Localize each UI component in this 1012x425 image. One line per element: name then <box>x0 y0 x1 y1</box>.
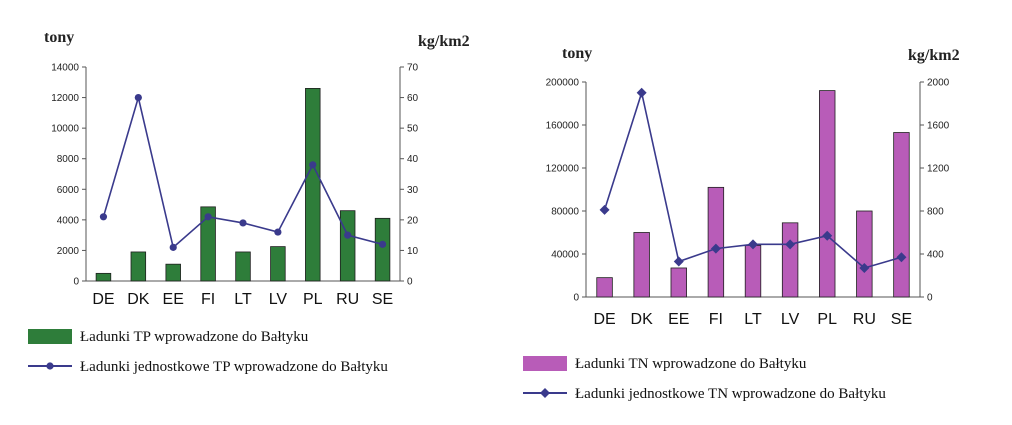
chart2-left-tick-label: 120000 <box>546 164 580 175</box>
chart2-category-label: DE <box>593 311 615 328</box>
chart2-bar <box>893 132 910 298</box>
chart2-bar <box>670 267 687 298</box>
chart1-bar <box>165 263 181 282</box>
chart1-bar <box>95 272 112 282</box>
chart2-left-tick-label: 0 <box>573 293 579 304</box>
chart2-category-label: FI <box>709 311 723 328</box>
chart1-line-point <box>204 213 212 221</box>
chart1-category-label: DE <box>92 291 114 308</box>
chart1-line-point <box>274 228 282 236</box>
chart1-left-unit-label: tony <box>44 29 74 46</box>
chart2-line-point <box>748 239 758 250</box>
chart2-bar <box>819 90 836 298</box>
chart1-legend-line-label: Ładunki jednostkowe TP wprowadzone do Ba… <box>80 359 388 375</box>
chart1-category-label: RU <box>336 291 359 308</box>
chart1-right-tick-label: 70 <box>407 63 419 74</box>
chart2-bar <box>856 210 873 298</box>
chart1-line-point <box>239 219 247 227</box>
chart2-left-tick-label: 40000 <box>551 250 579 261</box>
chart1-line-point <box>309 161 317 169</box>
chart1-bar <box>235 251 251 282</box>
chart1-right-tick-label: 20 <box>407 215 419 226</box>
chart1-left-tick-label: 10000 <box>51 124 79 135</box>
chart2-right-tick-label: 400 <box>927 250 944 261</box>
chart1-left-tick-label: 0 <box>73 277 79 288</box>
chart1-right-tick-label: 60 <box>407 93 419 104</box>
chart1-bar <box>305 88 321 282</box>
chart2-bar <box>596 277 613 298</box>
chart1-left-tick-label: 12000 <box>51 93 79 104</box>
chart2-category-label: SE <box>891 311 912 328</box>
chart2-category-label: EE <box>668 311 689 328</box>
chart2-right-tick-label: 1200 <box>927 164 950 175</box>
chart2-right-unit-label: kg/km2 <box>908 47 960 64</box>
chart2-bar <box>781 222 799 298</box>
chart1-right-tick-label: 50 <box>407 124 419 135</box>
chart1-category-label: EE <box>163 291 184 308</box>
chart1-right-tick-label: 10 <box>407 246 419 257</box>
chart2-right-tick-label: 1600 <box>927 121 950 132</box>
chart2-line-point <box>785 239 796 250</box>
chart1-right-unit-label: kg/km2 <box>418 33 470 50</box>
chart2-line-point <box>896 252 907 263</box>
chart1-right-tick-label: 40 <box>407 154 419 165</box>
chart1-left-tick-label: 2000 <box>57 246 80 257</box>
chart2-left-tick-label: 200000 <box>546 78 580 89</box>
chart1-right-tick-label: 30 <box>407 185 419 196</box>
chart2-right-tick-label: 2000 <box>927 78 950 89</box>
chart1-category-label: LV <box>269 291 288 308</box>
chart2-right-tick-label: 800 <box>927 207 944 218</box>
chart1-legend-bar-label: Ładunki TP wprowadzone do Bałtyku <box>80 329 309 345</box>
chart2-right-tick-label: 0 <box>927 293 933 304</box>
chart1-line-point <box>344 231 352 239</box>
chart1-legend-line-marker <box>46 362 54 370</box>
chart2-line-point <box>636 87 647 98</box>
chart2-bar <box>707 186 725 298</box>
chart2-legend-line-marker <box>540 388 550 398</box>
chart1-left-tick-label: 4000 <box>57 215 80 226</box>
chart1-left-tick-label: 6000 <box>57 185 80 196</box>
chart2-legend-line-label: Ładunki jednostkowe TN wprowadzone do Ba… <box>575 386 886 402</box>
chart1-line-point <box>134 93 142 102</box>
chart2-category-label: LV <box>781 311 800 328</box>
chart2-line-point <box>710 243 721 254</box>
chart2-left-tick-label: 160000 <box>546 121 580 132</box>
chart1-line-point <box>378 240 387 248</box>
chart2-line-point <box>599 204 610 215</box>
chart1-bar <box>374 217 391 282</box>
chart1-category-label: FI <box>201 291 215 308</box>
chart1-bar <box>270 246 286 282</box>
chart1-category-label: PL <box>303 291 323 308</box>
chart1-bar <box>130 251 147 282</box>
chart2-legend-bar-swatch <box>523 356 567 371</box>
chart2-legend-bar-label: Ładunki TN wprowadzone do Bałtyku <box>575 356 807 372</box>
chart2-category-label: LT <box>744 311 762 328</box>
chart2-category-label: RU <box>853 311 876 328</box>
chart1-bar <box>200 206 216 282</box>
chart1-left-tick-label: 8000 <box>57 154 80 165</box>
chart1-line-point <box>99 213 108 221</box>
chart2-line-point <box>859 262 870 273</box>
chart2-line-point <box>822 230 833 241</box>
chart2-category-label: DK <box>631 311 654 328</box>
chart2-left-tick-label: 80000 <box>551 207 579 218</box>
chart2-category-label: PL <box>817 311 837 328</box>
chart1-left-tick-label: 14000 <box>51 63 79 74</box>
chart1-category-label: SE <box>372 291 393 308</box>
chart1-right-tick-label: 0 <box>407 277 413 288</box>
chart1-bar <box>339 210 356 282</box>
chart1-legend-bar-swatch <box>28 329 72 344</box>
chart2-bar <box>744 244 762 298</box>
chart2-line-point <box>673 256 684 267</box>
chart2-left-unit-label: tony <box>562 45 592 62</box>
chart1-line-point <box>169 243 177 251</box>
chart2-bar <box>633 232 650 298</box>
chart1-category-label: LT <box>234 291 252 308</box>
chart1-category-label: DK <box>127 291 150 308</box>
